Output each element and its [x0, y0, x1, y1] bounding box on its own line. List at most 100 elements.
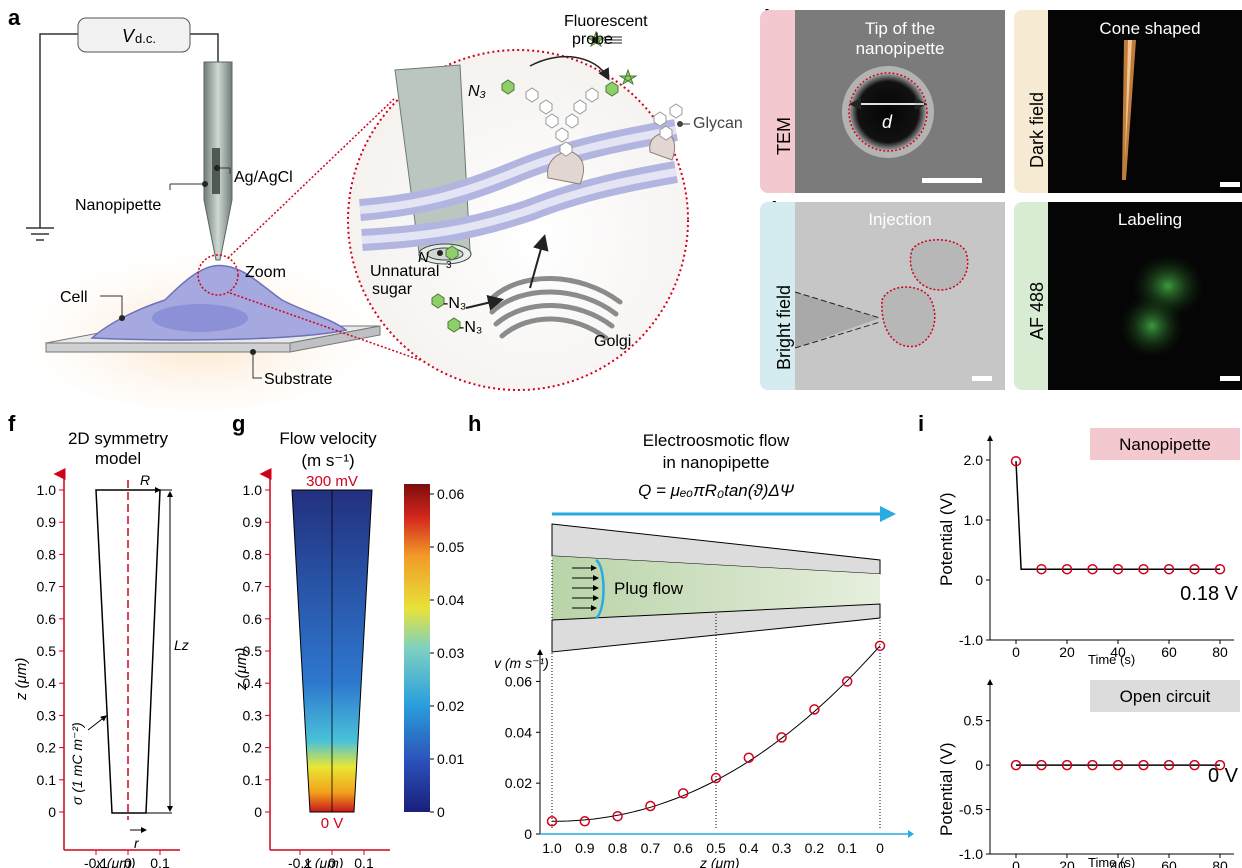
fluor-label-2: probe: [572, 31, 613, 48]
panel-b: b TEM d Tip of the nanopipette: [760, 5, 1005, 193]
x-tick-label: 0: [876, 840, 884, 856]
x-tick-label: 80: [1212, 858, 1228, 868]
y-tick-label: 0.2: [37, 740, 57, 756]
panel-f-yticks: 1.0 0.9 0.8 0.7 0.6 0.5 0.4 0.3 0.2 0.1 0: [37, 482, 64, 820]
x-tick-label: 0.9: [575, 840, 595, 856]
panel-d-title: Injection: [868, 210, 931, 229]
y-tick-label: 0.1: [243, 772, 263, 788]
potential-point: [1163, 563, 1175, 575]
x-tick-label: 40: [1110, 644, 1126, 660]
velocity-point: [776, 732, 787, 743]
n3-label-top: N₃: [468, 83, 486, 100]
colorbar-tick-label: 0.05: [437, 539, 464, 555]
panel-i-letter: i: [918, 411, 924, 436]
x-tick-label: 0: [1012, 644, 1020, 660]
panel-i-top-xticks: 0 20 40 60 80: [1012, 640, 1228, 660]
panel-g-title-2: (m s⁻¹): [301, 451, 354, 470]
x-tick-label: 0.1: [354, 855, 374, 868]
panel-g-letter: g: [232, 411, 245, 436]
injection-pipette: [795, 292, 880, 348]
panel-h-title-1: Electroosmotic flow: [643, 431, 790, 450]
y-tick-label: 2.0: [964, 452, 984, 468]
nanopipette-badge: [1090, 428, 1240, 460]
panel-i-bottom-ylabel: Potential (V): [937, 742, 956, 836]
open-circuit-badge: [1090, 680, 1240, 712]
x-tick-label: 0.1: [837, 840, 857, 856]
y-tick-label: 0.06: [505, 673, 532, 689]
x-tick-label: 0: [328, 855, 336, 868]
y-tick-label: -1.0: [959, 632, 983, 648]
y-tick-label: 0.5: [964, 713, 984, 729]
top-value-label: 0.18 V: [1180, 583, 1238, 605]
panel-h-letter: h: [468, 411, 481, 436]
y-tick-label: 1.0: [37, 482, 57, 498]
y-tick-label: 0.4: [37, 675, 57, 691]
colorbar-tick-label: 0.01: [437, 751, 464, 767]
glycan-chain: [525, 87, 683, 157]
bottom-voltage-label: 0 V: [321, 815, 344, 832]
y-tick-label: 0.8: [37, 546, 57, 562]
x-tick-label: 1.0: [542, 840, 562, 856]
y-tick-label: 0: [254, 804, 262, 820]
x-tick-label: 20: [1059, 858, 1075, 868]
velocity-point: [874, 640, 886, 652]
injected-cell-outline: [881, 286, 936, 348]
star-probe-icon: [618, 68, 638, 86]
x-tick-label: 0.8: [608, 840, 628, 856]
y-tick-label: -1.0: [959, 846, 983, 862]
potential-point: [1061, 563, 1073, 575]
y-tick-label: 0.1: [37, 772, 57, 788]
panel-f-title-1: 2D symmetry: [68, 429, 169, 448]
panel-i-top-ylabel: Potential (V): [937, 492, 956, 586]
x-tick-label: 0.5: [706, 840, 726, 856]
potential-point: [1189, 563, 1200, 575]
panel-e: e AF 488 Labeling: [1014, 197, 1242, 390]
zoom-label: Zoom: [245, 264, 286, 281]
plug-flow-label: Plug flow: [614, 579, 684, 598]
x-tick-label: -0.1: [84, 855, 108, 868]
panel-i-bottom-yticks: 0.5 0 -0.5 -1.0: [959, 713, 990, 862]
vdc-sub: d.c.: [135, 31, 156, 46]
colorbar-ticks: 0.06 0.05 0.04 0.03 0.02 0.01 0: [430, 486, 464, 820]
panel-h-title-2: in nanopipette: [663, 453, 770, 472]
panel-h-xlabel: z (μm): [699, 855, 740, 868]
circuit-wire-left: [39, 33, 78, 228]
panel-h-ylabel: v (m s⁻¹): [494, 655, 549, 671]
velocity-point: [743, 752, 755, 763]
agagcl-electrode: [212, 148, 220, 194]
panel-g-yticks: 1.0 0.9 0.8 0.7 0.6 0.5 0.4 0.3 0.2 0.1 0: [243, 482, 270, 820]
y-tick-label: 0.9: [243, 514, 263, 530]
top-voltage-label: 300 mV: [306, 473, 358, 490]
x-tick-label: 40: [1110, 858, 1126, 868]
panel-b-title-2: nanopipette: [856, 39, 945, 58]
nanopipette-label: Nanopipette: [75, 197, 161, 214]
vdc-label: V: [122, 26, 136, 46]
panel-f-letter: f: [8, 411, 16, 436]
bottom-value-label: 0 V: [1208, 765, 1239, 787]
potential-point: [1087, 563, 1098, 575]
fluor-label-1: Fluorescent: [564, 13, 648, 30]
panel-e-side-label: AF 488: [1027, 282, 1047, 340]
y-tick-label: 0.04: [505, 724, 532, 740]
potential-point: [1112, 759, 1124, 771]
panel-f-xlabel: x (μm): [95, 855, 136, 868]
azide-sugar-icon: [501, 79, 515, 95]
y-tick-label: 0: [48, 804, 56, 820]
y-tick-label: 0.4: [243, 675, 263, 691]
top-potential-points: [1010, 455, 1226, 575]
x-tick-label: 80: [1212, 644, 1228, 660]
y-tick-label: 0.2: [243, 740, 263, 756]
potential-point: [1010, 759, 1022, 771]
panel-h: h Electroosmotic flow in nanopipette Q =…: [468, 411, 914, 868]
x-tick-label: 60: [1161, 858, 1177, 868]
potential-point: [1010, 455, 1022, 467]
nanopipette-badge-text: Nanopipette: [1119, 435, 1211, 454]
cell-outline: [909, 239, 969, 291]
n3-left-sub: 3: [446, 260, 452, 271]
dark-field-image: [1048, 10, 1242, 193]
velocity-point: [612, 810, 623, 822]
y-tick-label: 0.7: [37, 579, 57, 595]
n3-free-label-b: -N₃: [459, 319, 482, 336]
plug-arrows: [572, 565, 599, 611]
potential-point: [1163, 759, 1175, 771]
